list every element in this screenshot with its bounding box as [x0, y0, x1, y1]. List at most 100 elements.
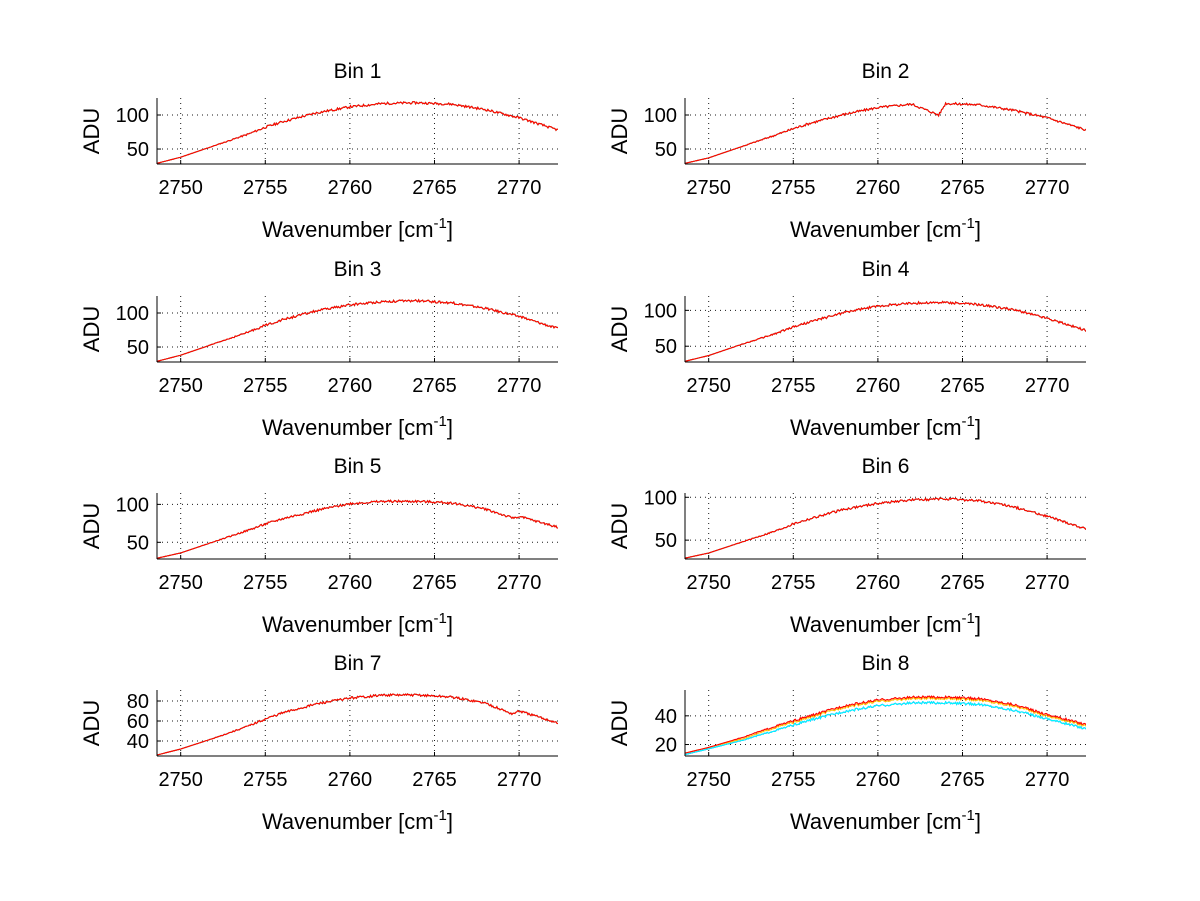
y-tick-label: 40 [127, 731, 149, 753]
y-axis-label: ADU [79, 503, 104, 549]
y-tick-label: 20 [655, 735, 677, 757]
y-axis-label: ADU [607, 306, 632, 352]
x-axis-label: Wavenumber [cm-1] [790, 807, 981, 834]
series-line [685, 300, 1086, 362]
y-tick-label: 50 [127, 139, 149, 161]
x-tick-label: 2750 [158, 375, 203, 397]
x-tick-label: 2760 [856, 769, 901, 791]
series-group [157, 101, 558, 164]
series-group [685, 695, 1086, 756]
x-tick-label: 2755 [243, 572, 288, 594]
x-axis-label: Wavenumber [cm-1] [262, 610, 453, 637]
x-axis-label: Wavenumber [cm-1] [262, 413, 453, 440]
x-tick-label: 2755 [771, 177, 816, 199]
x-tick-label: 2750 [686, 769, 731, 791]
series-group [157, 693, 558, 756]
x-tick-label: 2760 [856, 375, 901, 397]
subplot-title: Bin 3 [334, 258, 382, 281]
x-tick-label: 2765 [940, 177, 985, 199]
x-tick-label: 2760 [328, 177, 373, 199]
subplot-title: Bin 2 [862, 60, 910, 83]
x-tick-label: 2750 [158, 177, 203, 199]
series-line [685, 101, 1086, 164]
x-tick-label: 2755 [243, 375, 288, 397]
x-tick-label: 2770 [497, 769, 542, 791]
y-axis-label: ADU [607, 108, 632, 154]
subplot-grid: 2750 2755 2760 2765 2770 50 100 Bin 1 ADU Wavenum… [79, 60, 1086, 834]
x-tick-label: 2760 [328, 769, 373, 791]
x-tick-label: 2760 [328, 572, 373, 594]
series-line [157, 298, 558, 362]
series-line [157, 693, 558, 756]
x-axis-label: Wavenumber [cm-1] [790, 610, 981, 637]
y-tick-label: 50 [127, 337, 149, 359]
subplot-title: Bin 8 [862, 652, 910, 675]
series-line [685, 695, 1086, 754]
subplot-title: Bin 4 [862, 258, 910, 281]
subplot-bin-4: 2750 2755 2760 2765 2770 50 100 Bin 4 ADU Wavenum… [607, 258, 1086, 440]
x-tick-label: 2755 [771, 375, 816, 397]
y-axis-label: ADU [79, 108, 104, 154]
y-axis-label: ADU [607, 700, 632, 746]
y-tick-label: 100 [644, 487, 677, 509]
x-tick-label: 2755 [243, 769, 288, 791]
subplot-bin-1: 2750 2755 2760 2765 2770 50 100 Bin 1 ADU Wavenum… [79, 60, 558, 242]
y-tick-label: 100 [116, 303, 149, 325]
x-tick-label: 2765 [412, 375, 457, 397]
x-tick-label: 2760 [856, 177, 901, 199]
subplot-title: Bin 1 [334, 60, 382, 83]
x-tick-label: 2770 [1025, 375, 1070, 397]
y-axis-label: ADU [607, 503, 632, 549]
y-axis-label: ADU [79, 306, 104, 352]
x-tick-label: 2770 [497, 375, 542, 397]
subplot-title: Bin 7 [334, 652, 382, 675]
x-tick-label: 2765 [412, 177, 457, 199]
y-tick-label: 40 [655, 706, 677, 728]
series-group [685, 101, 1086, 164]
series-line [685, 696, 1086, 754]
x-tick-label: 2750 [686, 572, 731, 594]
y-tick-label: 100 [116, 494, 149, 516]
y-tick-label: 80 [127, 691, 149, 713]
x-tick-label: 2770 [1025, 572, 1070, 594]
x-tick-label: 2770 [1025, 177, 1070, 199]
y-tick-label: 50 [127, 532, 149, 554]
series-line [157, 499, 558, 559]
series-line [157, 101, 558, 164]
x-axis-label: Wavenumber [cm-1] [790, 413, 981, 440]
x-tick-label: 2755 [771, 769, 816, 791]
series-line [685, 497, 1086, 559]
y-tick-label: 60 [127, 711, 149, 733]
x-tick-label: 2765 [412, 769, 457, 791]
y-tick-label: 100 [644, 105, 677, 127]
x-tick-label: 2765 [940, 375, 985, 397]
x-axis-label: Wavenumber [cm-1] [262, 807, 453, 834]
y-axis-label: ADU [79, 700, 104, 746]
x-axis-label: Wavenumber [cm-1] [262, 215, 453, 242]
x-tick-label: 2750 [158, 572, 203, 594]
x-tick-label: 2760 [328, 375, 373, 397]
x-axis-label: Wavenumber [cm-1] [790, 215, 981, 242]
x-tick-label: 2770 [497, 177, 542, 199]
x-tick-label: 2750 [686, 177, 731, 199]
subplot-bin-2: 2750 2755 2760 2765 2770 50 100 Bin 2 ADU Wavenum… [607, 60, 1086, 242]
x-tick-label: 2750 [158, 769, 203, 791]
subplot-bin-6: 2750 2755 2760 2765 2770 50 100 Bin 6 ADU Wavenum… [607, 455, 1086, 637]
series-group [157, 298, 558, 362]
x-tick-label: 2755 [243, 177, 288, 199]
x-tick-label: 2765 [940, 769, 985, 791]
y-tick-label: 50 [655, 139, 677, 161]
x-tick-label: 2770 [497, 572, 542, 594]
x-tick-label: 2765 [412, 572, 457, 594]
series-group [685, 300, 1086, 362]
series-group [685, 497, 1086, 559]
series-line [685, 700, 1086, 756]
subplot-bin-8: 2750 2755 2760 2765 2770 20 40 Bin 8 ADU Wavenumb… [607, 652, 1086, 834]
y-tick-label: 50 [655, 336, 677, 358]
y-tick-label: 100 [644, 300, 677, 322]
y-tick-label: 100 [116, 105, 149, 127]
x-tick-label: 2765 [940, 572, 985, 594]
subplot-bin-5: 2750 2755 2760 2765 2770 50 100 Bin 5 ADU Wavenum… [79, 455, 558, 637]
